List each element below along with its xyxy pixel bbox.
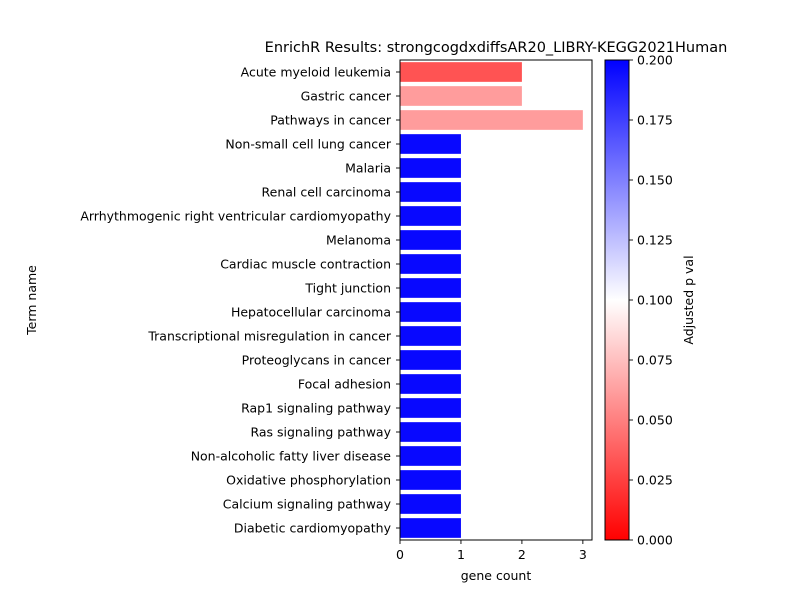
y-tick-label: Calcium signaling pathway bbox=[223, 497, 392, 512]
x-axis-label: gene count bbox=[461, 568, 532, 583]
x-tick-label: 1 bbox=[457, 547, 465, 562]
y-tick-label: Non-alcoholic fatty liver disease bbox=[191, 449, 392, 464]
bar bbox=[400, 182, 461, 202]
colorbar-tick-label: 0.125 bbox=[637, 233, 673, 248]
colorbar-gradient bbox=[604, 59, 630, 541]
bar bbox=[400, 446, 461, 466]
y-tick-label: Renal cell carcinoma bbox=[262, 185, 391, 200]
x-tick-label: 2 bbox=[518, 547, 526, 562]
bar bbox=[400, 350, 461, 370]
bar bbox=[400, 494, 461, 514]
y-tick-label: Rap1 signaling pathway bbox=[241, 401, 392, 416]
colorbar-tick-label: 0.050 bbox=[637, 413, 673, 428]
y-tick-label: Melanoma bbox=[326, 233, 391, 248]
y-tick-label: Hepatocellular carcinoma bbox=[231, 305, 391, 320]
y-axis-label: Term name bbox=[24, 265, 39, 336]
y-tick-label: Proteoglycans in cancer bbox=[242, 353, 392, 368]
colorbar-tick-label: 0.175 bbox=[637, 113, 673, 128]
bar bbox=[400, 470, 461, 490]
y-tick-label: Ras signaling pathway bbox=[250, 425, 391, 440]
bar bbox=[400, 110, 583, 130]
x-tick-label: 3 bbox=[579, 547, 587, 562]
bar bbox=[400, 518, 461, 538]
y-tick-label: Tight junction bbox=[304, 281, 391, 296]
colorbar-tick-label: 0.100 bbox=[637, 293, 673, 308]
colorbar-tick-label: 0.075 bbox=[637, 353, 673, 368]
bar bbox=[400, 86, 522, 106]
x-tick-label: 0 bbox=[396, 547, 404, 562]
y-tick-label: Diabetic cardiomyopathy bbox=[234, 521, 392, 536]
y-tick-label: Cardiac muscle contraction bbox=[220, 257, 391, 272]
bar bbox=[400, 206, 461, 226]
y-tick-label: Gastric cancer bbox=[301, 89, 392, 104]
bar bbox=[400, 158, 461, 178]
colorbar-tick-label: 0.150 bbox=[637, 173, 673, 188]
axes-frame bbox=[399, 59, 593, 541]
bar bbox=[400, 62, 522, 82]
bar bbox=[400, 278, 461, 298]
chart-title: EnrichR Results: strongcogdxdiffsAR20_LI… bbox=[265, 40, 728, 56]
colorbar-label: Adjusted p val bbox=[681, 255, 696, 344]
bar bbox=[400, 302, 461, 322]
bar bbox=[400, 254, 461, 274]
y-tick-label: Oxidative phosphorylation bbox=[226, 473, 391, 488]
y-tick-label: Focal adhesion bbox=[298, 377, 391, 392]
colorbar-tick-label: 0.200 bbox=[637, 53, 673, 68]
y-tick-label: Malaria bbox=[345, 161, 391, 176]
bar bbox=[400, 422, 461, 442]
y-tick-label: Transcriptional misregulation in cancer bbox=[147, 329, 392, 344]
y-tick-label: Non-small cell lung cancer bbox=[225, 137, 391, 152]
y-tick-label: Arrhythmogenic right ventricular cardiom… bbox=[80, 209, 391, 224]
y-tick-label: Acute myeloid leukemia bbox=[241, 65, 391, 80]
colorbar: 0.000 0.025 0.050 0.075 0.100 0.125 0.150 0.175… bbox=[604, 53, 673, 548]
bar bbox=[400, 398, 461, 418]
bar bbox=[400, 230, 461, 250]
y-tick-label: Pathways in cancer bbox=[270, 113, 392, 128]
bar bbox=[400, 374, 461, 394]
colorbar-tick-label: 0.000 bbox=[637, 533, 673, 548]
bar bbox=[400, 326, 461, 346]
colorbar-tick-label: 0.025 bbox=[637, 473, 673, 488]
bar bbox=[400, 134, 461, 154]
plot-area: Acute myeloid leukemia Gastric cancer Path… bbox=[80, 59, 593, 562]
